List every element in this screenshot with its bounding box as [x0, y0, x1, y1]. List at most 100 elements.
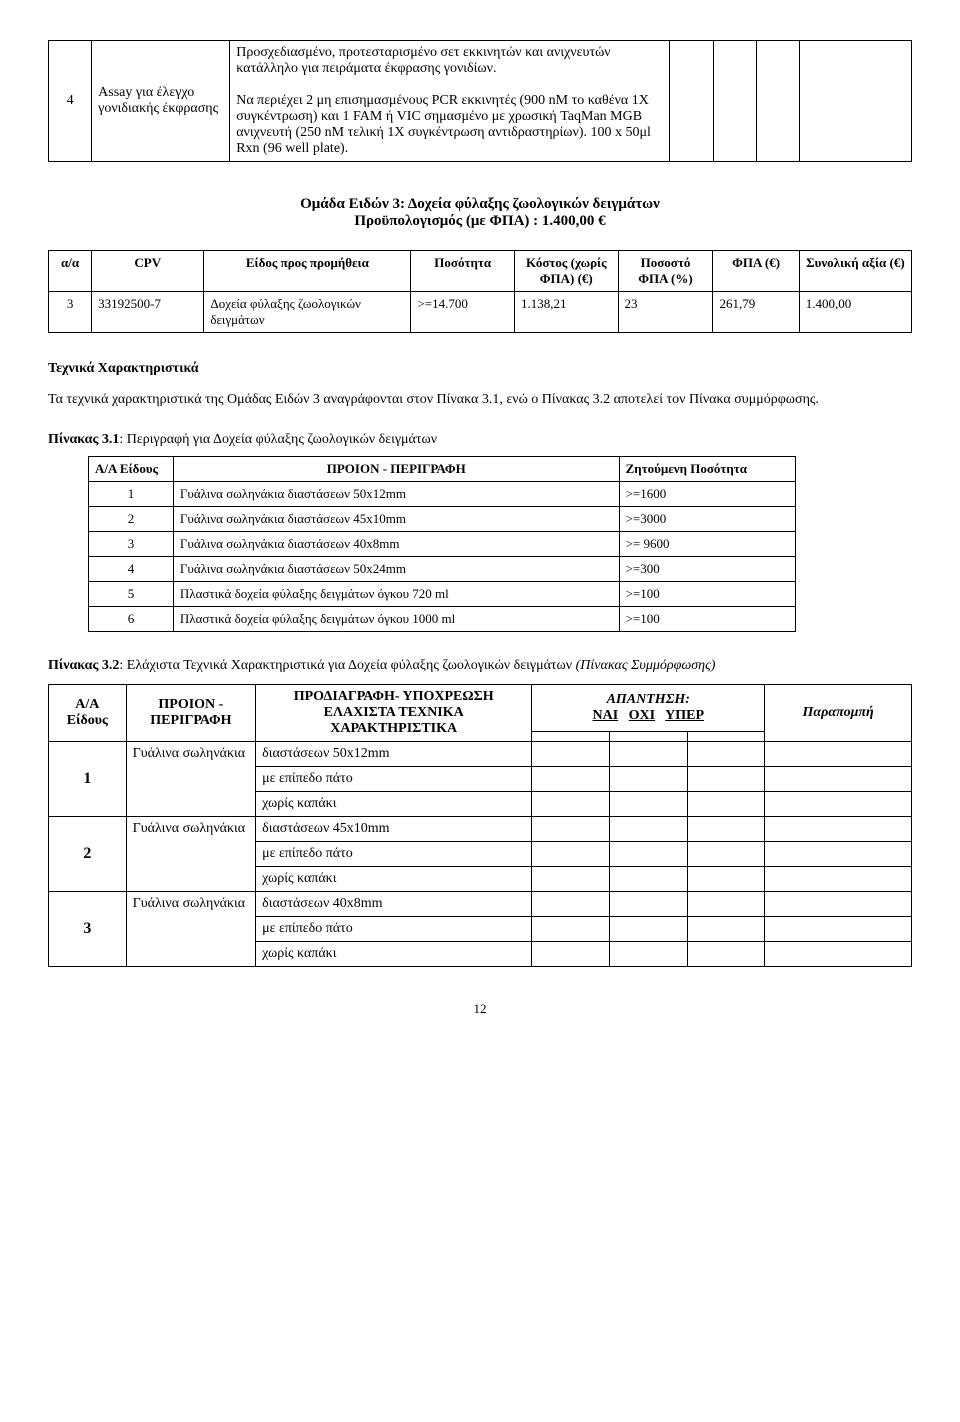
group3-subtitle: Προϋπολογισμός (με ΦΠΑ) : 1.400,00 €: [48, 213, 912, 230]
p31-cell-p: Γυάλινα σωληνάκια διαστάσεων 45x10mm: [173, 506, 619, 531]
group3-heading: Ομάδα Ειδών 3: Δοχεία φύλαξης ζωολογικών…: [48, 196, 912, 230]
p31-cell-n: 3: [89, 531, 174, 556]
top-row-num: 4: [49, 41, 92, 162]
cell-eidos: Δοχεία φύλαξης ζωολογικών δειγμάτων: [204, 292, 411, 333]
cell-cpv: 33192500-7: [92, 292, 204, 333]
p32-cell-proion: Γυάλινα σωληνάκια: [126, 891, 255, 966]
p31-hdr-zit: Ζητούμενη Ποσότητα: [619, 456, 796, 481]
p32-cell-nai: [532, 791, 610, 816]
p32-cell-oxi: [609, 941, 687, 966]
p32-cell-yper: [687, 916, 765, 941]
p32-cell-parap: [765, 816, 912, 841]
p32-hdr-apantisi: ΑΠΑΝΤΗΣΗ:: [607, 692, 690, 707]
p32-cell-proion: Γυάλινα σωληνάκια: [126, 741, 255, 816]
cell-kostos: 1.138,21: [514, 292, 618, 333]
tech-paragraph: Τα τεχνικά χαρακτηριστικά της Ομάδας Ειδ…: [48, 391, 912, 410]
p31-row: 3Γυάλινα σωληνάκια διαστάσεων 40x8mm>= 9…: [89, 531, 796, 556]
p32-hdr-yper: ΥΠΕΡ: [665, 708, 704, 723]
p32-cell-parap: [765, 766, 912, 791]
hdr-cpv: CPV: [92, 251, 204, 292]
p32-cell-nai: [532, 941, 610, 966]
tech-heading: Τεχνικά Χαρακτηριστικά: [48, 361, 912, 377]
top-row-name: Assay για έλεγχο γονιδιακής έκφρασης: [92, 41, 230, 162]
p32-row: 1Γυάλινα σωληνάκιαδιαστάσεων 50x12mm: [49, 741, 912, 766]
p32-cell-oxi: [609, 866, 687, 891]
pinakas31-label: Πίνακας 3.1: [48, 432, 119, 447]
top-empty-1: [670, 41, 713, 162]
p32-cell-nai: [532, 891, 610, 916]
top-row-desc: Προσχεδιασμένο, προτεσταρισμένο σετ εκκι…: [230, 41, 670, 162]
cell-fpa: 261,79: [713, 292, 799, 333]
p32-cell-oxi: [609, 916, 687, 941]
p32-cell-yper: [687, 891, 765, 916]
p31-row: 1Γυάλινα σωληνάκια διαστάσεων 50x12mm>=1…: [89, 481, 796, 506]
p32-row: 3Γυάλινα σωληνάκιαδιαστάσεων 40x8mm: [49, 891, 912, 916]
p32-cell-n: 1: [49, 741, 127, 816]
p32-cell-parap: [765, 741, 912, 766]
cell-pososto: 23: [618, 292, 713, 333]
p31-hdr-proion: ΠΡΟΙΟΝ - ΠΕΡΙΓΡΑΦΗ: [173, 456, 619, 481]
top-spec-table: 4 Assay για έλεγχο γονιδιακής έκφρασης Π…: [48, 40, 912, 162]
p32-cell-parap: [765, 916, 912, 941]
p32-cell-parap: [765, 841, 912, 866]
p32-cell-spec: με επίπεδο πάτο: [256, 766, 532, 791]
p32-hdr-oxi: ΟΧΙ: [629, 708, 655, 723]
p31-row: 5Πλαστικά δοχεία φύλαξης δειγμάτων όγκου…: [89, 581, 796, 606]
pinakas32-title-italic: (Πίνακας Συμμόρφωσης): [576, 658, 716, 673]
p32-subhdr-nai: [532, 731, 610, 741]
hdr-kostos: Κόστος (χωρίς ΦΠΑ) (€): [514, 251, 618, 292]
hdr-eidos: Είδος προς προμήθεια: [204, 251, 411, 292]
p32-cell-oxi: [609, 841, 687, 866]
p32-cell-yper: [687, 841, 765, 866]
p32-cell-oxi: [609, 766, 687, 791]
p31-cell-p: Πλαστικά δοχεία φύλαξης δειγμάτων όγκου …: [173, 606, 619, 631]
p31-cell-p: Γυάλινα σωληνάκια διαστάσεων 50x12mm: [173, 481, 619, 506]
p32-cell-parap: [765, 941, 912, 966]
budget-table: α/α CPV Είδος προς προμήθεια Ποσότητα Κό…: [48, 250, 912, 333]
p32-cell-yper: [687, 866, 765, 891]
hdr-aa: α/α: [49, 251, 92, 292]
p31-cell-n: 2: [89, 506, 174, 531]
p31-cell-p: Γυάλινα σωληνάκια διαστάσεων 50x24mm: [173, 556, 619, 581]
top-empty-2: [713, 41, 756, 162]
p31-cell-p: Πλαστικά δοχεία φύλαξης δειγμάτων όγκου …: [173, 581, 619, 606]
p31-row: 4Γυάλινα σωληνάκια διαστάσεων 50x24mm>=3…: [89, 556, 796, 581]
p32-cell-n: 2: [49, 816, 127, 891]
p31-cell-q: >=3000: [619, 506, 796, 531]
hdr-fpa: ΦΠΑ (€): [713, 251, 799, 292]
p31-hdr-aa: Α/Α Είδους: [89, 456, 174, 481]
pinakas31-table: Α/Α Είδους ΠΡΟΙΟΝ - ΠΕΡΙΓΡΑΦΗ Ζητούμενη …: [88, 456, 796, 632]
p32-cell-nai: [532, 816, 610, 841]
p32-cell-nai: [532, 916, 610, 941]
p31-cell-q: >=1600: [619, 481, 796, 506]
p32-cell-yper: [687, 816, 765, 841]
p31-cell-n: 1: [89, 481, 174, 506]
p32-cell-yper: [687, 791, 765, 816]
p32-hdr-aa: Α/Α Είδους: [49, 684, 127, 741]
p32-row: 2Γυάλινα σωληνάκιαδιαστάσεων 45x10mm: [49, 816, 912, 841]
p32-cell-parap: [765, 866, 912, 891]
p31-row: 6Πλαστικά δοχεία φύλαξης δειγμάτων όγκου…: [89, 606, 796, 631]
cell-aa: 3: [49, 292, 92, 333]
p32-cell-spec: με επίπεδο πάτο: [256, 916, 532, 941]
p32-hdr-proion: ΠΡΟΙΟΝ - ΠΕΡΙΓΡΑΦΗ: [126, 684, 255, 741]
p31-row: 2Γυάλινα σωληνάκια διαστάσεων 45x10mm>=3…: [89, 506, 796, 531]
p32-cell-n: 3: [49, 891, 127, 966]
p32-cell-oxi: [609, 891, 687, 916]
p32-cell-spec: διαστάσεων 40x8mm: [256, 891, 532, 916]
hdr-posotita: Ποσότητα: [411, 251, 515, 292]
budget-row: 3 33192500-7 Δοχεία φύλαξης ζωολογικών δ…: [49, 292, 912, 333]
p32-cell-parap: [765, 791, 912, 816]
p32-subhdr-yper: [687, 731, 765, 741]
p31-cell-q: >=300: [619, 556, 796, 581]
p32-cell-yper: [687, 766, 765, 791]
p32-cell-oxi: [609, 741, 687, 766]
p32-cell-nai: [532, 866, 610, 891]
p32-cell-spec: διαστάσεων 50x12mm: [256, 741, 532, 766]
pinakas32-title-rest: : Ελάχιστα Τεχνικά Χαρακτηριστικά για Δο…: [119, 658, 575, 673]
top-empty-4: [799, 41, 911, 162]
pinakas32-table: Α/Α Είδους ΠΡΟΙΟΝ - ΠΕΡΙΓΡΑΦΗ ΠΡΟΔΙΑΓΡΑΦ…: [48, 684, 912, 967]
p32-cell-spec: χωρίς καπάκι: [256, 791, 532, 816]
p32-cell-nai: [532, 766, 610, 791]
p32-hdr-prod: ΠΡΟΔΙΑΓΡΑΦΗ- ΥΠΟΧΡΕΩΣΗ ΕΛΑΧΙΣΤΑ ΤΕΧΝΙΚΑ …: [256, 684, 532, 741]
